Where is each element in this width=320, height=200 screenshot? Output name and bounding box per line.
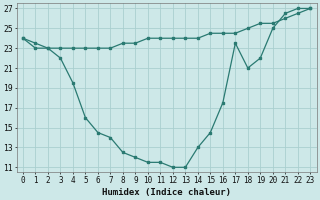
X-axis label: Humidex (Indice chaleur): Humidex (Indice chaleur) [102, 188, 231, 197]
